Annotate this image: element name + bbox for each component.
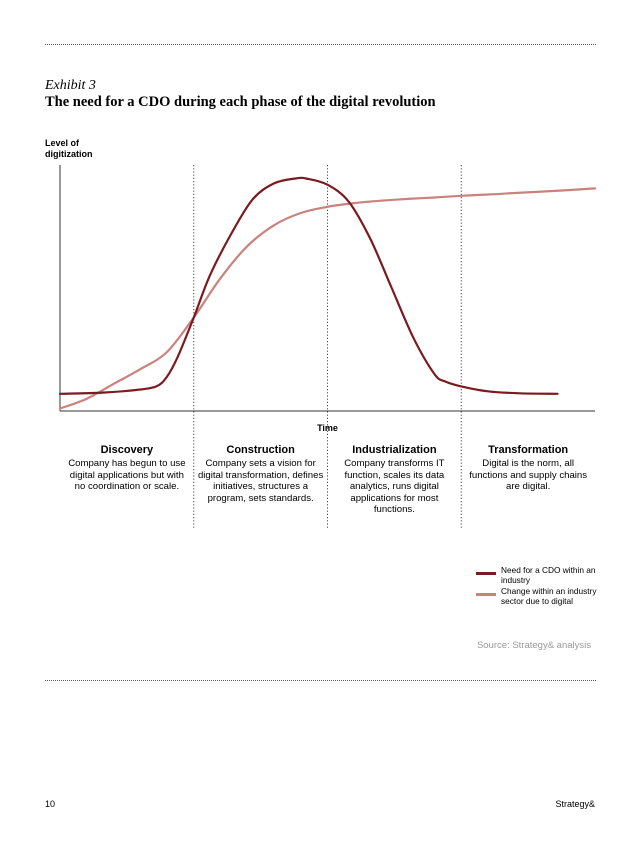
phase-description: Company has begun to use digital applica… — [68, 458, 186, 493]
phase-description: Digital is the norm, all functions and s… — [469, 458, 588, 493]
phase-construction: Construction Company sets a vision for di… — [198, 444, 324, 504]
series-line-cdo-need — [58, 176, 559, 395]
legend-label-industry-change: Change within an industry sector due to … — [501, 586, 597, 606]
page-number: 10 — [45, 799, 56, 809]
exhibit-label: Exhibit 3 — [45, 78, 96, 93]
footer-brand: Strategy& — [555, 799, 595, 809]
x-axis-label: Time — [317, 423, 338, 433]
chart-canvas: Time — [58, 165, 597, 528]
chart-title: The need for a CDO during each phase of … — [45, 94, 436, 110]
phase-name: Transformation — [488, 444, 569, 456]
legend-swatch-cdo-need — [476, 572, 496, 575]
legend-swatch-industry-change — [476, 593, 496, 596]
top-divider — [45, 44, 596, 45]
phase-discovery: Discovery Company has begun to use digita… — [64, 444, 190, 493]
bottom-divider — [45, 680, 596, 681]
phase-name: Discovery — [100, 444, 154, 456]
phase-name: Construction — [226, 444, 295, 456]
axes — [59, 165, 595, 412]
phase-name: Industrialization — [352, 444, 437, 456]
phase-description: Company sets a vision for digital transf… — [197, 458, 324, 504]
series-layer — [58, 176, 597, 410]
phase-description: Company transforms IT function, scales i… — [344, 458, 445, 516]
legend-label-cdo-need: Need for a CDO within an industry — [501, 565, 596, 585]
phase-industrialization: Industrialization Company transforms IT f… — [331, 444, 457, 516]
source-note: Source: Strategy& analysis — [476, 640, 591, 651]
phase-transformation: Transformation Digital is the norm, all f… — [465, 444, 591, 493]
y-axis-label: Level of digitization — [45, 138, 93, 159]
series-line-industry-change — [58, 187, 597, 410]
